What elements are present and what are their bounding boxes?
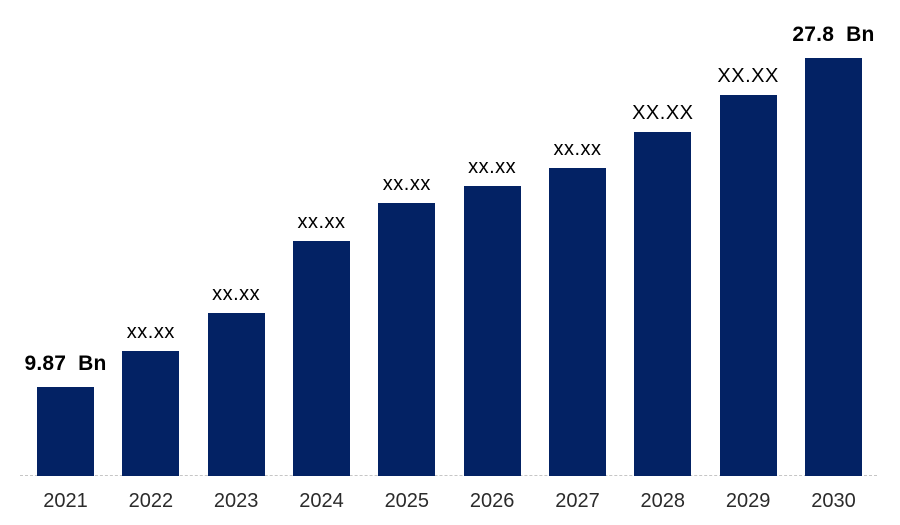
x-axis-line — [20, 475, 877, 476]
bar-2025 — [378, 203, 436, 476]
bar-2022 — [122, 351, 180, 476]
value-label-2024: xx.xx — [297, 211, 346, 233]
bar-2021 — [37, 387, 94, 476]
value-label-2022: xx.xx — [126, 321, 175, 343]
value-label-2026: xx.xx — [468, 156, 517, 178]
value-label-2027: xx.xx — [553, 138, 602, 160]
tick-label-2021: 2021 — [43, 490, 88, 512]
bar-2023 — [207, 313, 265, 476]
tick-label-2026: 2026 — [469, 490, 515, 512]
bar-2030 — [804, 58, 862, 476]
bar-2026 — [463, 186, 521, 476]
value-label-2030: 27.8 Bn — [792, 23, 875, 46]
value-label-2023: xx.xx — [212, 283, 261, 305]
value-label-2025: xx.xx — [382, 173, 431, 195]
tick-label-2023: 2023 — [213, 490, 259, 512]
value-label-2029: XX.XX — [717, 65, 779, 87]
bar-2024 — [292, 241, 350, 476]
value-label-2021: 9.87 Bn — [24, 352, 107, 375]
tick-label-2029: 2029 — [725, 490, 771, 512]
bar-2027 — [548, 168, 606, 476]
tick-label-2024: 2024 — [299, 490, 344, 512]
tick-label-2030: 2030 — [811, 490, 856, 512]
value-label-2028: XX.XX — [632, 102, 694, 124]
tick-label-2025: 2025 — [384, 490, 430, 512]
bar-2028 — [634, 132, 692, 476]
tick-label-2027: 2027 — [555, 490, 600, 512]
tick-label-2022: 2022 — [128, 490, 174, 512]
tick-label-2028: 2028 — [640, 490, 686, 512]
bar-2029 — [719, 95, 777, 476]
